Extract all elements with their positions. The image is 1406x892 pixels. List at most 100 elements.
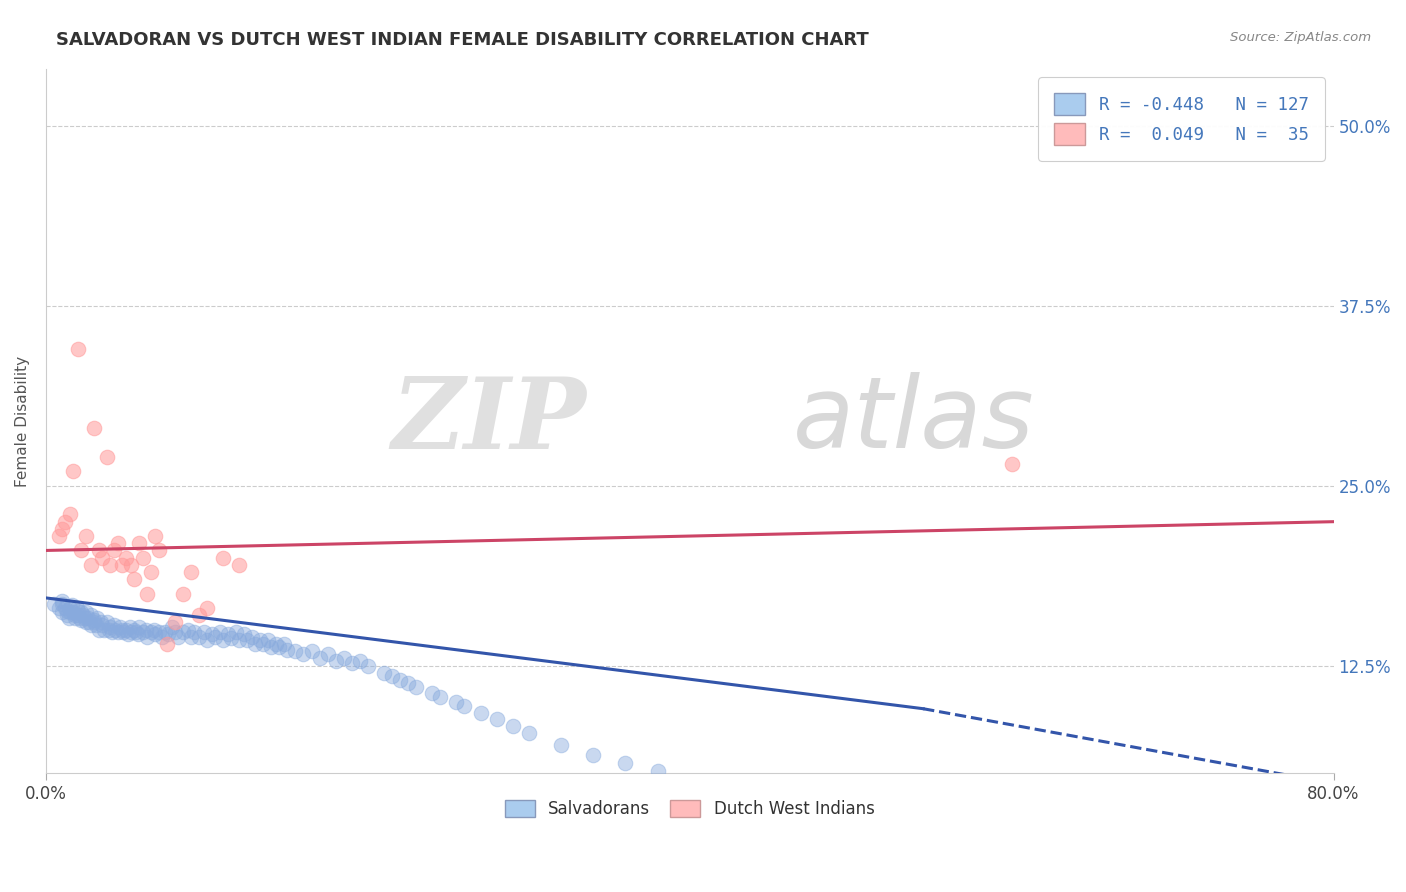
Point: [91, 618, 114, 632]
Point: [53, 515, 76, 529]
Point: [108, 620, 131, 634]
Point: [59, 605, 82, 619]
Point: [396, 675, 419, 690]
Point: [172, 625, 194, 640]
Text: ZIP: ZIP: [392, 373, 586, 469]
Point: [240, 630, 263, 644]
Point: [273, 637, 295, 651]
Point: [582, 747, 605, 762]
Point: [163, 615, 186, 630]
Point: [124, 572, 146, 586]
Point: [647, 764, 669, 778]
Point: [316, 647, 339, 661]
Point: [517, 726, 540, 740]
Point: [80, 608, 103, 623]
Point: [70, 605, 93, 619]
Point: [125, 625, 148, 640]
Point: [75, 605, 97, 619]
Point: [904, 805, 927, 820]
Point: [73, 611, 96, 625]
Point: [131, 550, 153, 565]
Point: [219, 631, 242, 645]
Point: [269, 640, 291, 654]
Point: [614, 756, 637, 771]
Point: [56, 604, 79, 618]
Point: [90, 615, 112, 630]
Text: Source: ZipAtlas.com: Source: ZipAtlas.com: [1230, 31, 1371, 45]
Point: [212, 632, 235, 647]
Point: [84, 618, 107, 632]
Point: [59, 601, 82, 615]
Point: [97, 623, 120, 637]
Point: [325, 654, 347, 668]
Point: [208, 625, 231, 640]
Point: [157, 627, 180, 641]
Point: [212, 550, 235, 565]
Point: [75, 615, 97, 630]
Point: [51, 594, 73, 608]
Point: [67, 608, 90, 623]
Point: [62, 464, 84, 478]
Point: [389, 673, 412, 687]
Point: [136, 630, 159, 644]
Point: [139, 625, 162, 640]
Point: [550, 738, 572, 752]
Point: [228, 632, 250, 647]
Point: [87, 623, 110, 637]
Point: [420, 686, 443, 700]
Point: [63, 611, 86, 625]
Point: [51, 597, 73, 611]
Point: [75, 529, 97, 543]
Point: [710, 776, 733, 790]
Point: [276, 642, 298, 657]
Point: [63, 608, 86, 623]
Y-axis label: Female Disability: Female Disability: [15, 355, 30, 486]
Point: [87, 543, 110, 558]
Point: [153, 625, 176, 640]
Point: [429, 690, 451, 705]
Point: [112, 625, 135, 640]
Point: [98, 620, 121, 634]
Point: [260, 640, 283, 654]
Point: [128, 536, 150, 550]
Point: [142, 623, 165, 637]
Point: [110, 558, 132, 572]
Point: [42, 597, 65, 611]
Point: [225, 625, 247, 640]
Point: [156, 637, 179, 651]
Point: [51, 605, 73, 619]
Point: [76, 611, 98, 625]
Point: [83, 615, 105, 630]
Point: [48, 529, 70, 543]
Point: [120, 558, 142, 572]
Point: [357, 658, 380, 673]
Point: [308, 651, 330, 665]
Point: [180, 565, 202, 579]
Point: [70, 613, 93, 627]
Point: [292, 647, 315, 661]
Point: [72, 608, 94, 623]
Point: [284, 644, 307, 658]
Point: [187, 630, 209, 644]
Point: [502, 719, 524, 733]
Point: [91, 550, 114, 565]
Point: [1001, 457, 1024, 471]
Point: [103, 543, 125, 558]
Point: [118, 620, 141, 634]
Point: [145, 627, 167, 641]
Point: [232, 627, 254, 641]
Point: [176, 623, 198, 637]
Point: [301, 644, 323, 658]
Point: [83, 613, 105, 627]
Point: [332, 651, 354, 665]
Point: [93, 623, 115, 637]
Point: [120, 625, 142, 640]
Point: [228, 558, 250, 572]
Point: [172, 586, 194, 600]
Point: [127, 627, 149, 641]
Point: [56, 608, 79, 623]
Point: [759, 783, 782, 797]
Point: [70, 543, 93, 558]
Point: [59, 508, 82, 522]
Point: [373, 665, 395, 680]
